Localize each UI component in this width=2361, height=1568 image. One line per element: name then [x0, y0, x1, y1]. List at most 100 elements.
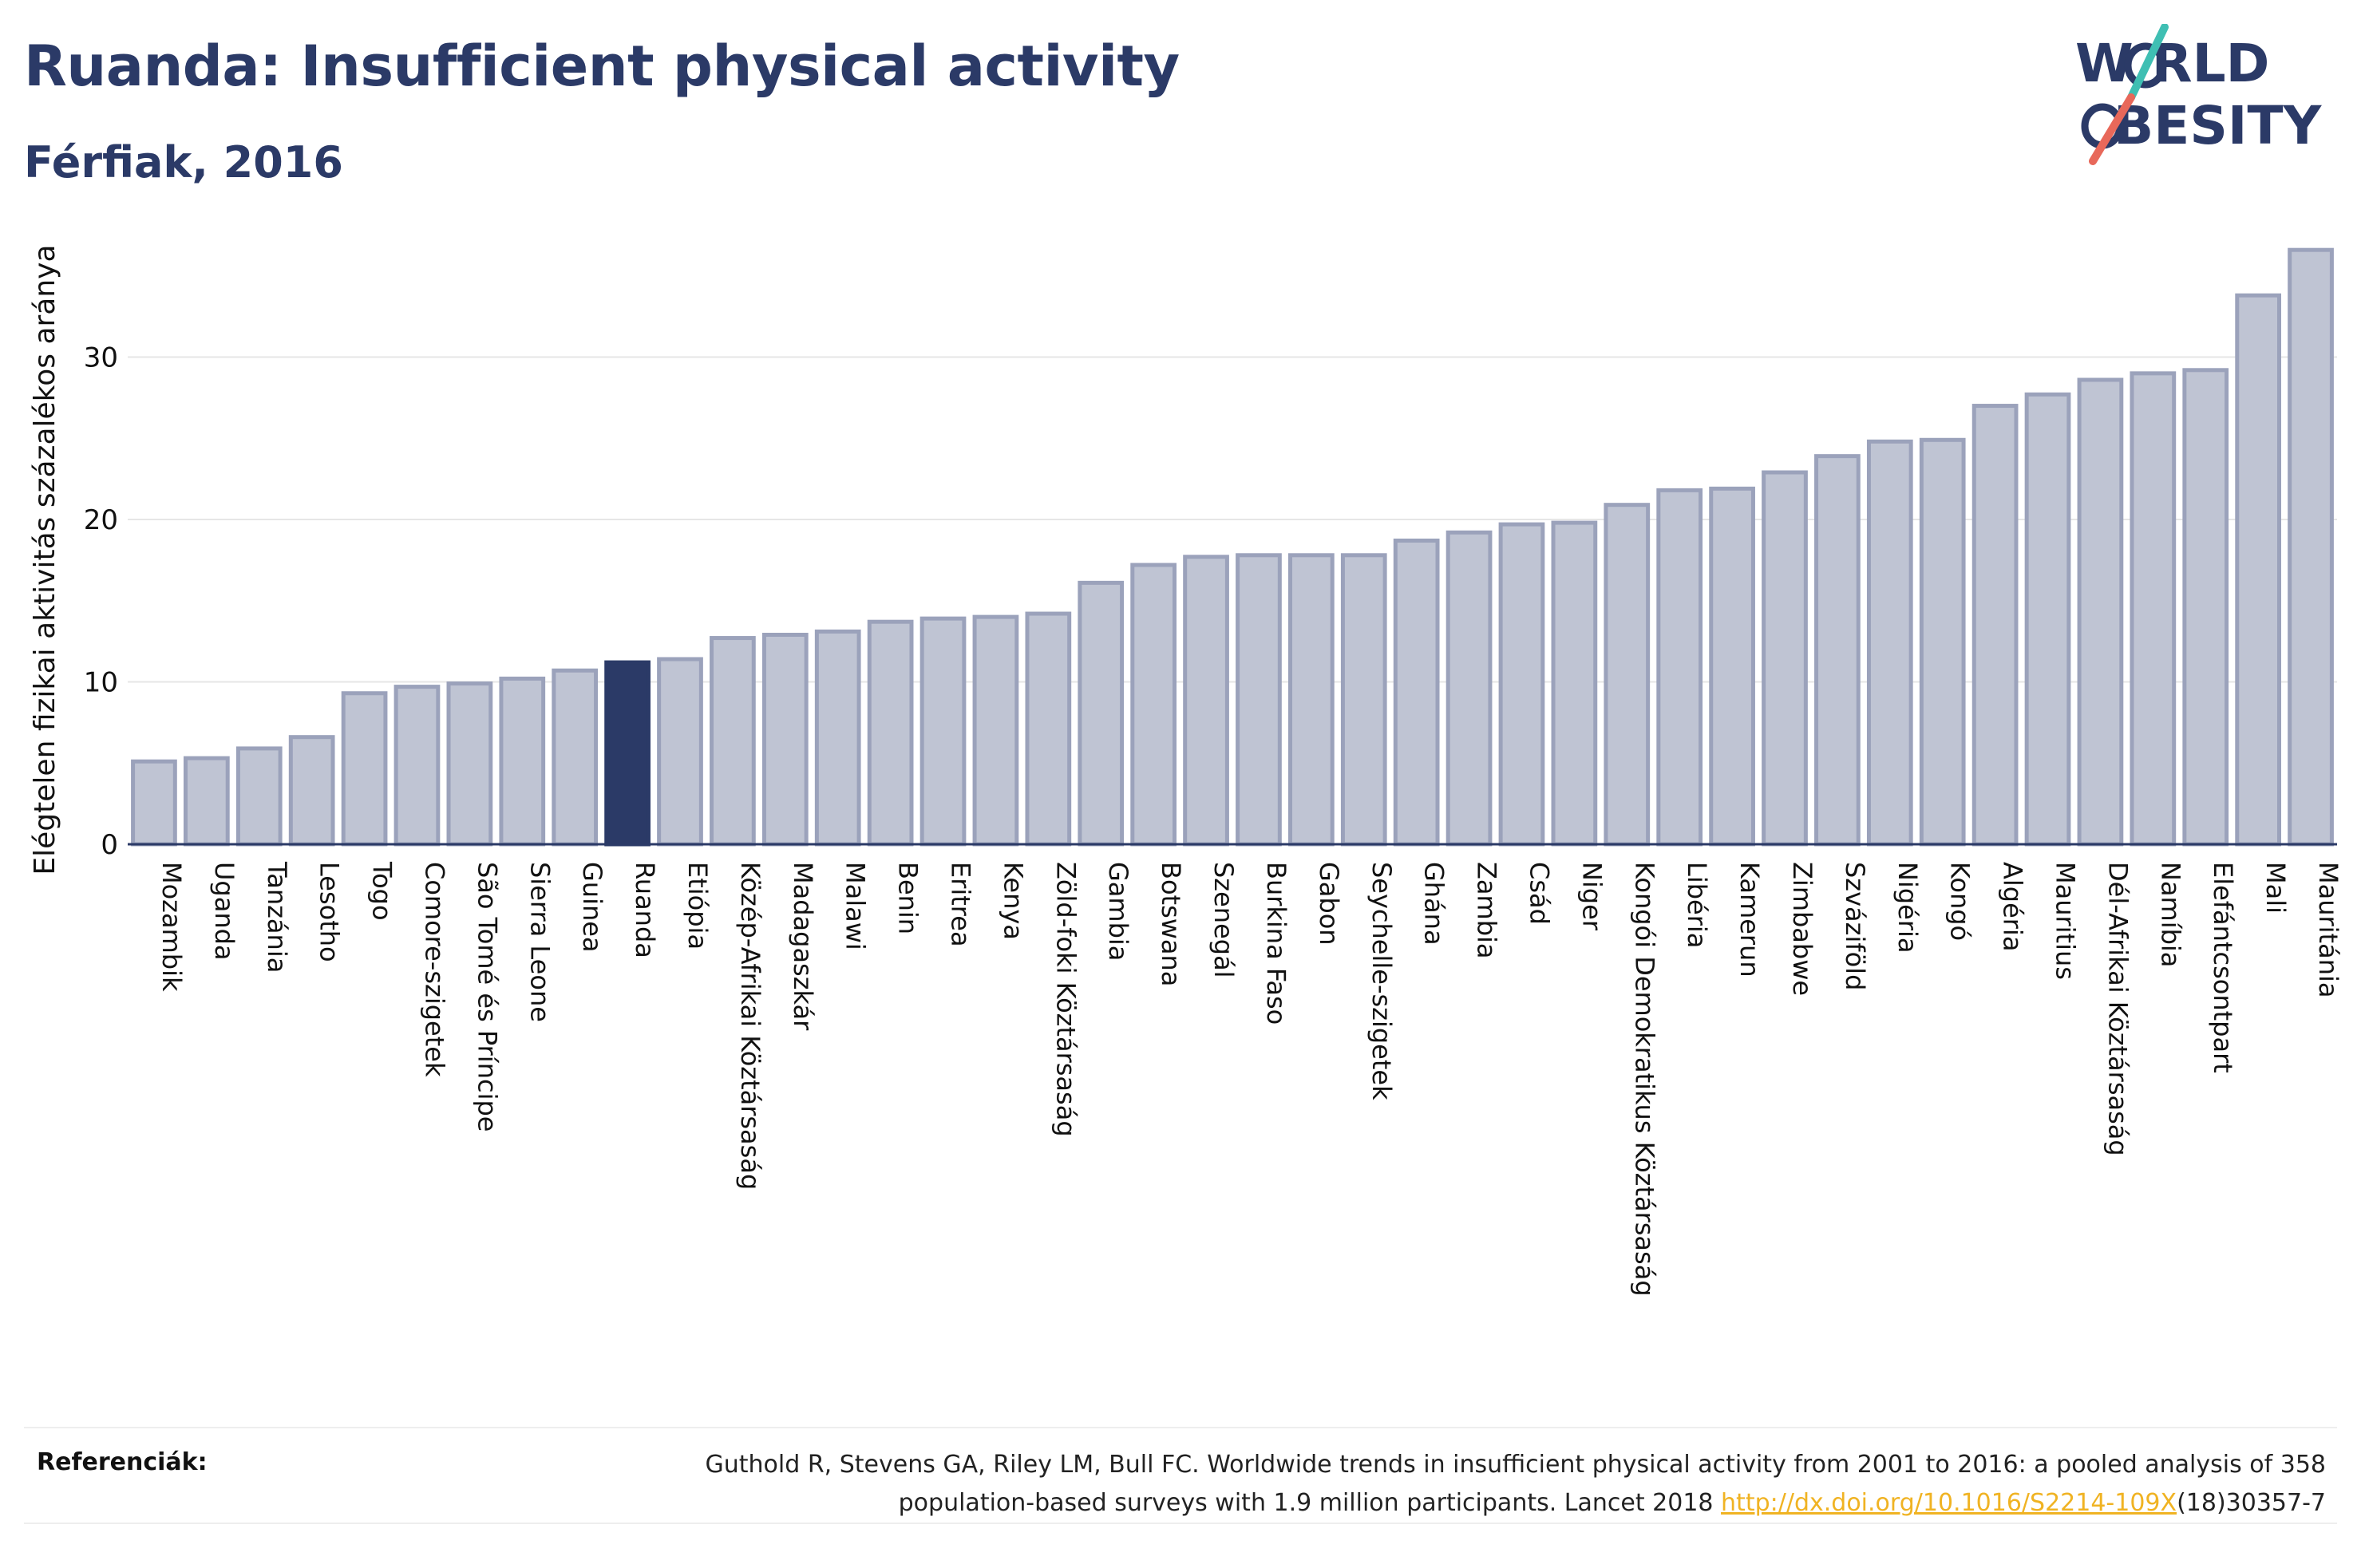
bar-elefántcsontpart [2182, 368, 2229, 847]
x-tick-label: Ghána [1419, 862, 1449, 946]
reference-doi-link[interactable]: http://dx.doi.org/10.1016/S2214-109X [1721, 1489, 2177, 1517]
bars [131, 247, 2334, 847]
reference-line-2-post: (18)30357-7 [2177, 1489, 2326, 1517]
reference-line-2: population-based surveys with 1.9 millio… [410, 1484, 2326, 1523]
page-subtitle: Férfiak, 2016 [24, 137, 343, 188]
x-tick-label: Mozambik [156, 862, 187, 992]
bar-mali [2235, 293, 2282, 847]
bar-chart: Mozambik Uganda Tanzánia Lesotho Togo Comore-… [29, 244, 2343, 1297]
x-tick-label: Burkina Faso [1261, 862, 1291, 1025]
x-tick-label: Seychelle-szigetek [1366, 862, 1397, 1100]
y-tick-label: 10 [84, 667, 118, 699]
bar-malawi [814, 629, 861, 847]
x-tick-label: Csád [1524, 862, 1554, 925]
x-tick-label: Kenya [998, 862, 1028, 940]
bar-botswana [1130, 563, 1177, 847]
reference-line-1: Guthold R, Stevens GA, Riley LM, Bull FC… [705, 1451, 2326, 1479]
bar-gabon [1287, 553, 1335, 847]
x-tick-label: Algéria [1998, 862, 2028, 951]
bar-kongó [1919, 437, 1966, 847]
bar-namíbia [2130, 371, 2177, 847]
x-tick-label: Szváziföld [1840, 862, 1870, 990]
bar-szváziföld [1814, 454, 1861, 847]
x-tick-label: Benin [893, 862, 923, 934]
bar-kongói-demokratikus-köztársaság [1604, 503, 1651, 847]
reference-line-2-pre: population-based surveys with 1.9 millio… [898, 1489, 1722, 1517]
y-tick-label: 20 [84, 504, 118, 536]
grid-lines [128, 356, 2337, 683]
bar-guinea [552, 668, 599, 847]
logo-text-line2: BESITY [2114, 95, 2323, 156]
x-tick-label: Mauritánia [2313, 862, 2343, 997]
x-tick-label: Ruanda [630, 862, 660, 958]
x-tick-label: Botswana [1156, 862, 1186, 986]
x-tick-label: Kongói Demokratikus Köztársaság [1629, 862, 1659, 1297]
x-tick-label: Gambia [1103, 862, 1133, 961]
bar-szenegál [1183, 555, 1229, 847]
bar-niger [1551, 520, 1598, 847]
x-tick-label: Elefántcsontpart [2208, 862, 2238, 1073]
world-obesity-logo: W RLD BESITY [2075, 24, 2323, 165]
y-axis-label: Elégtelen fizikai aktivitás százalékos a… [29, 244, 61, 875]
x-tick-label: Gabon [1314, 862, 1344, 946]
bar-algéria [1971, 404, 2019, 847]
logo-o-top-icon [2124, 42, 2167, 89]
bar-zimbabwe [1762, 470, 1808, 847]
bar-zöld-foki-köztársaság [1025, 611, 1072, 847]
bar-etiópia [657, 657, 703, 847]
x-tick-label: Namíbia [2155, 862, 2185, 967]
bar-ghána [1393, 538, 1440, 847]
footer-divider-bottom [24, 1523, 2337, 1524]
bar-nigéria [1866, 439, 1913, 847]
bar-ruanda [604, 660, 651, 847]
bar-libéria [1656, 488, 1703, 847]
x-tick-label: Etiópia [682, 862, 713, 950]
x-tick-label: Guinea [577, 862, 607, 953]
page-title: Ruanda: Insufficient physical activity [24, 34, 1180, 99]
footer-divider-top [24, 1427, 2337, 1428]
x-tick-label: Kongó [1945, 862, 1975, 941]
bar-comore-szigetek [394, 685, 441, 847]
x-tick-label: Kamerun [1734, 862, 1765, 978]
x-tick-label: Zöld-foki Köztársaság [1050, 862, 1081, 1137]
x-tick-label: Libéria [1682, 862, 1712, 948]
x-tick-label: Mali [2260, 862, 2291, 914]
logo-slash-teal-icon [2127, 24, 2169, 101]
x-tick-label: Közép-Afrikai Köztársaság [735, 862, 765, 1190]
bar-gambia [1078, 580, 1125, 847]
logo-slash-red-icon [2089, 93, 2135, 165]
bar-benin [867, 619, 914, 847]
bar-mozambik [131, 759, 177, 847]
y-tick-label: 30 [84, 342, 118, 374]
x-tick-labels: Mozambik Uganda Tanzánia Lesotho Togo Comore-… [156, 861, 2343, 1297]
bar-seychelle-szigetek [1340, 553, 1387, 847]
x-tick-label: Comore-szigetek [419, 862, 449, 1077]
bar-eritrea [919, 616, 967, 847]
x-tick-label: Malawi [840, 862, 871, 950]
bar-dél-afrikai-köztársaság [2077, 377, 2124, 847]
bar-közép-afrikai-köztársaság [710, 636, 756, 847]
bar-mauritánia [2288, 247, 2334, 847]
bar-lesotho [288, 735, 335, 847]
bar-s-o-tomé-és-príncipe [446, 681, 493, 847]
bar-madagaszkár [761, 632, 809, 847]
bar-burkina-faso [1236, 553, 1282, 847]
x-tick-label: Uganda [209, 862, 239, 961]
x-tick-label: Nigéria [1892, 862, 1923, 953]
x-tick-label: Niger [1576, 862, 1607, 931]
bar-togo [341, 691, 388, 847]
bar-csád [1498, 522, 1545, 847]
bar-tanzánia [235, 746, 283, 847]
x-tick-label: Dél-Afrikai Köztársaság [2102, 862, 2133, 1156]
bar-mauritius [2024, 392, 2071, 847]
bar-kenya [972, 614, 1019, 847]
references-label: Referenciák: [37, 1448, 208, 1476]
y-tick-labels: 0 10 20 30 [84, 342, 118, 862]
bar-kamerun [1709, 486, 1755, 847]
bar-uganda [183, 756, 230, 847]
bar-zambia [1445, 530, 1493, 847]
x-tick-label: Szenegál [1208, 862, 1239, 978]
x-tick-label: Lesotho [314, 862, 345, 962]
logo-text-line1: W RLD [2075, 33, 2269, 94]
x-tick-label: Sierra Leone [524, 862, 555, 1022]
